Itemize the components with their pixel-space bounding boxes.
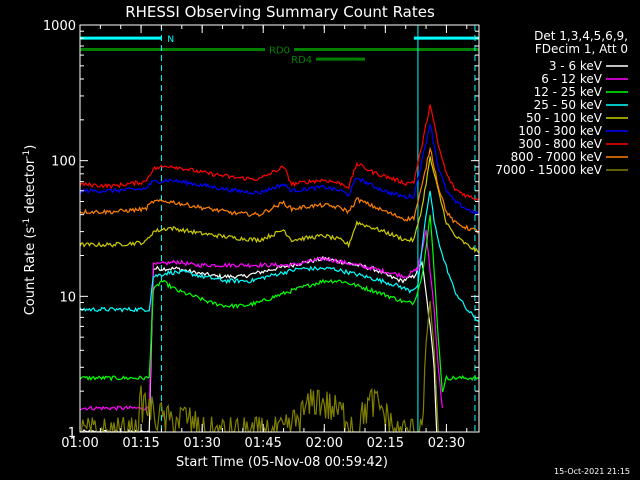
y-axis-label: Count Rate (s-1 detector-1) — [22, 145, 38, 316]
series-line — [79, 146, 480, 234]
series-line — [79, 214, 480, 393]
legend-label: 100 - 300 keV — [518, 124, 602, 138]
x-tick-label: 02:00 — [306, 436, 343, 451]
chart-title: RHESSI Observing Summary Count Rates — [125, 3, 435, 21]
x-tick-label: 02:15 — [367, 436, 404, 451]
legend-label: 300 - 800 keV — [518, 137, 602, 151]
legend-header-1: Det 1,3,4,5,6,9, — [534, 29, 628, 43]
y-tick-label: 100 — [51, 155, 76, 170]
y-axis-ticks: 1 10 100 1000 — [43, 19, 479, 441]
legend-label: 800 - 7000 keV — [511, 150, 603, 164]
series-line — [79, 229, 443, 412]
y-tick-label: 1 — [68, 426, 76, 441]
legend-label: 50 - 100 keV — [526, 111, 603, 125]
x-tick-label: 02:30 — [428, 436, 465, 451]
series-line — [79, 156, 480, 254]
y-axis-label-sup1: -1 — [22, 218, 32, 227]
series-line — [79, 122, 480, 216]
x-axis-label: Start Time (05-Nov-08 00:59:42) — [176, 455, 388, 470]
legend-label: 6 - 12 keV — [541, 72, 603, 86]
flag-label: RD4 — [291, 55, 312, 66]
legend-label: 12 - 25 keV — [534, 85, 603, 99]
legend-label: 7000 - 15000 keV — [495, 163, 602, 177]
x-tick-label: 01:30 — [183, 436, 220, 451]
x-axis-ticks: 01:00 01:15 01:30 01:45 02:00 02:15 02:30 — [61, 25, 468, 451]
series-line — [80, 300, 439, 435]
y-axis-label-mid: detector — [23, 158, 38, 218]
y-axis-label-end: ) — [23, 145, 38, 150]
series-line — [79, 190, 480, 323]
datestamp: 15-Oct-2021 21:15 — [554, 467, 630, 476]
legend-label: 25 - 50 keV — [534, 98, 603, 112]
legend-label: 3 - 6 keV — [549, 59, 603, 73]
y-tick-label: 1000 — [43, 19, 76, 34]
y-tick-label: 10 — [59, 290, 76, 305]
series-line — [79, 255, 438, 434]
series-line — [79, 104, 480, 202]
flag-label: RD0 — [269, 45, 290, 56]
flag-label: N — [167, 35, 174, 45]
plot-frame — [79, 24, 480, 433]
x-tick-label: 01:15 — [122, 436, 159, 451]
legend: Det 1,3,4,5,6,9, FDecim 1, Att 0 3 - 6 k… — [495, 29, 628, 177]
y-axis-label-main: Count Rate (s — [23, 227, 38, 316]
legend-header-2: FDecim 1, Att 0 — [535, 42, 628, 56]
y-axis-label-sup2: -1 — [22, 150, 32, 159]
series-lines — [79, 104, 480, 435]
x-tick-label: 01:45 — [244, 436, 281, 451]
x-tick-label: 01:00 — [61, 436, 98, 451]
plot-axes — [79, 24, 480, 433]
